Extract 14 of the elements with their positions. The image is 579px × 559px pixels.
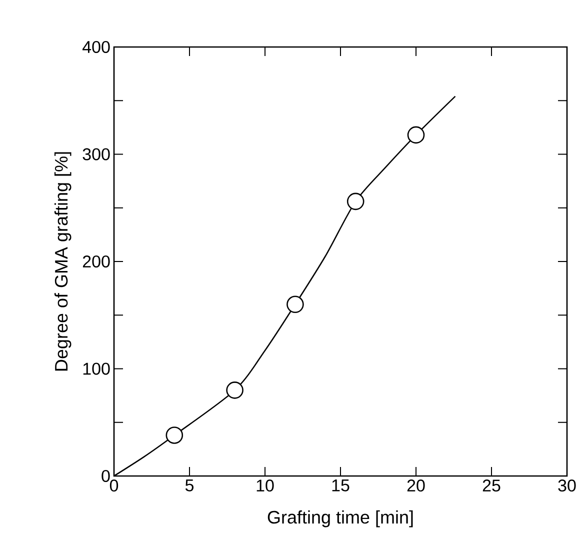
y-tick-label: 100: [83, 362, 110, 375]
x-tick-label: 0: [110, 480, 118, 492]
y-tick-label: 0: [102, 470, 110, 482]
x-axis-title: Grafting time [min]: [268, 510, 413, 528]
x-tick-label: 5: [185, 480, 194, 492]
x-tick-label: 15: [332, 480, 350, 492]
x-tick-label: 30: [558, 480, 576, 492]
y-axis-title: Degree of GMA grafting [%]: [54, 152, 72, 371]
y-tick-label: 300: [82, 148, 110, 160]
x-tick-label: 10: [256, 480, 274, 492]
y-tick-label: 200: [82, 255, 110, 268]
x-tick-label: 20: [407, 480, 425, 492]
y-tick-label: 400: [82, 40, 110, 54]
x-tick-label: 25: [482, 480, 500, 492]
